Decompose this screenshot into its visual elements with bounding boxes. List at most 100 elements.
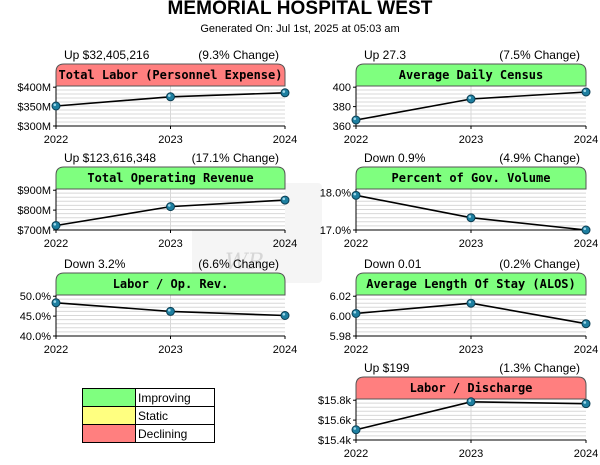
data-point-highlight bbox=[583, 401, 587, 404]
y-tick-label: 5.98 bbox=[330, 331, 351, 343]
summary-percent: (17.1% Change) bbox=[192, 151, 279, 165]
data-point bbox=[351, 425, 361, 435]
x-tick-label: 2023 bbox=[459, 134, 483, 146]
summary-change: Up $32,405,216 bbox=[64, 48, 150, 62]
legend-label-declining: Declining bbox=[135, 424, 215, 443]
x-tick-label: 2023 bbox=[158, 134, 182, 146]
y-tick-label: $15.4k bbox=[318, 435, 352, 447]
data-point bbox=[581, 399, 591, 409]
summary-percent: (9.3% Change) bbox=[198, 48, 279, 62]
chart-title: Average Length Of Stay (ALOS) bbox=[366, 277, 576, 291]
x-tick-label: 2022 bbox=[344, 134, 368, 146]
chart-panel: Down 3.2% (6.6% Change) Labor / Op. Rev. 40… bbox=[20, 257, 297, 356]
x-tick-label: 2024 bbox=[273, 134, 297, 146]
chart-title-banner bbox=[55, 63, 286, 87]
summary-change: Up 27.3 bbox=[364, 48, 406, 62]
data-point-highlight bbox=[353, 192, 357, 196]
chart-title: Labor / Discharge bbox=[410, 381, 533, 395]
y-tick-label: $900M bbox=[17, 185, 51, 197]
summary-change: Down 0.01 bbox=[364, 257, 422, 271]
legend-row-static: Static bbox=[82, 406, 215, 425]
data-point bbox=[466, 213, 476, 223]
data-point-highlight bbox=[282, 197, 286, 201]
data-point bbox=[166, 92, 175, 102]
data-point bbox=[466, 94, 476, 104]
chart-title: Total Operating Revenue bbox=[87, 171, 253, 185]
chart-title-banner bbox=[355, 272, 587, 296]
data-point-highlight bbox=[583, 321, 587, 324]
summary-change: Down 0.9% bbox=[364, 151, 426, 165]
data-point-highlight bbox=[353, 117, 357, 121]
x-tick-label: 2022 bbox=[344, 238, 368, 250]
legend-swatch-improving bbox=[82, 388, 136, 407]
data-point-highlight bbox=[468, 300, 472, 304]
data-point bbox=[466, 298, 476, 308]
chart-title: Average Daily Census bbox=[399, 68, 544, 82]
x-tick-label: 2023 bbox=[158, 238, 182, 250]
data-point bbox=[581, 87, 591, 97]
data-point bbox=[351, 115, 361, 125]
y-tick-label: $15.6k bbox=[318, 415, 352, 427]
chart-title-banner bbox=[55, 166, 286, 190]
data-point bbox=[51, 220, 61, 230]
y-tick-label: 6.00 bbox=[330, 311, 351, 323]
data-point-highlight bbox=[168, 308, 171, 312]
data-point bbox=[166, 202, 175, 212]
y-tick-label: $800M bbox=[17, 205, 51, 217]
x-tick-label: 2022 bbox=[344, 344, 368, 356]
x-tick-label: 2024 bbox=[273, 344, 297, 356]
legend-row-improving: Improving bbox=[82, 388, 215, 407]
y-tick-label: 45.0% bbox=[20, 311, 51, 323]
data-point-highlight bbox=[53, 222, 57, 226]
chart-panel: Up 27.3 (7.5% Change) Average Daily Census… bbox=[333, 48, 599, 146]
data-point-highlight bbox=[353, 427, 357, 430]
chart-panel: Down 0.9% (4.9% Change) Percent of Gov. Vo… bbox=[320, 151, 598, 250]
x-tick-label: 2022 bbox=[44, 238, 68, 250]
chart-panel: Down 0.01 (0.2% Change) Average Length Of … bbox=[330, 257, 599, 356]
x-tick-label: 2023 bbox=[459, 448, 483, 460]
data-point bbox=[351, 190, 361, 200]
y-tick-label: 400 bbox=[333, 82, 351, 94]
y-tick-label: $400M bbox=[17, 82, 51, 94]
chart-title-banner bbox=[55, 272, 286, 296]
x-tick-label: 2024 bbox=[574, 238, 598, 250]
legend-label-improving: Improving bbox=[135, 388, 215, 407]
chart-title: Labor / Op. Rev. bbox=[113, 277, 229, 291]
data-point bbox=[581, 319, 591, 329]
data-point-highlight bbox=[53, 300, 57, 303]
data-point bbox=[581, 225, 591, 235]
x-tick-label: 2024 bbox=[574, 134, 598, 146]
data-point bbox=[280, 88, 290, 98]
chart-title-banner bbox=[355, 166, 587, 190]
data-point bbox=[351, 308, 361, 318]
data-point-highlight bbox=[468, 96, 472, 100]
data-point-highlight bbox=[583, 227, 587, 231]
chart-title-banner bbox=[355, 376, 587, 400]
x-tick-label: 2022 bbox=[44, 134, 68, 146]
legend-swatch-static bbox=[82, 406, 136, 425]
legend-swatch-declining bbox=[82, 424, 136, 443]
summary-change: Up $123,616,348 bbox=[64, 151, 156, 165]
y-tick-label: 17.0% bbox=[320, 225, 351, 237]
x-tick-label: 2024 bbox=[273, 238, 297, 250]
y-tick-label: 380 bbox=[333, 102, 351, 114]
summary-percent: (1.3% Change) bbox=[499, 361, 580, 375]
y-tick-label: $700M bbox=[17, 225, 51, 237]
data-point-highlight bbox=[282, 90, 286, 93]
data-point bbox=[51, 298, 61, 308]
y-tick-label: 18.0% bbox=[320, 188, 351, 200]
y-tick-label: $300M bbox=[17, 121, 51, 133]
y-tick-label: 50.0% bbox=[20, 291, 51, 303]
generated-timestamp: Generated On: Jul 1st, 2025 at 05:03 am bbox=[200, 23, 400, 35]
x-tick-label: 2022 bbox=[44, 344, 68, 356]
data-point-highlight bbox=[468, 215, 472, 218]
y-tick-label: $15.8k bbox=[318, 395, 352, 407]
summary-change: Down 3.2% bbox=[64, 257, 126, 271]
data-point bbox=[280, 311, 290, 320]
legend-row-declining: Declining bbox=[82, 424, 215, 443]
x-tick-label: 2024 bbox=[574, 448, 598, 460]
x-tick-label: 2023 bbox=[459, 238, 483, 250]
data-point-highlight bbox=[353, 310, 357, 314]
page-title: MEMORIAL HOSPITAL WEST bbox=[167, 0, 433, 19]
